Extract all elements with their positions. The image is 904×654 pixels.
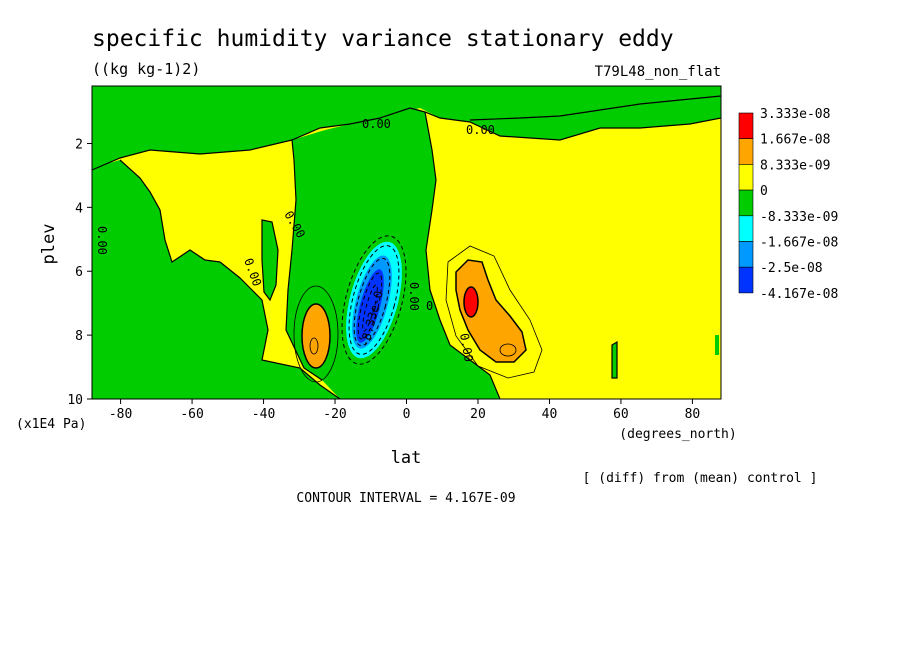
orange-blob-north xyxy=(455,259,527,363)
green-spot-far-east xyxy=(715,335,719,355)
plot-area: 0.00 0.00 0.00 0.00 0.00 0.00 0.00 0 -8.… xyxy=(92,86,721,399)
y-tick-label: 8 xyxy=(75,329,83,344)
run-label: T79L48_non_flat xyxy=(595,64,721,80)
colorbar-swatch xyxy=(738,241,754,268)
x-tick-label: -60 xyxy=(180,407,203,422)
x-tick-label: -80 xyxy=(109,407,132,422)
y-tick-label: 6 xyxy=(75,265,83,280)
y-axis-units: (x1E4 Pa) xyxy=(16,417,86,432)
colorbar-label: -2.5e-08 xyxy=(760,261,823,276)
y-tick-label: 2 xyxy=(75,137,83,152)
colorbar-swatch xyxy=(738,112,754,140)
colorbar-label: 1.667e-08 xyxy=(760,133,830,148)
x-tick-label: 60 xyxy=(613,407,629,422)
contour-label: 0.00 xyxy=(466,123,495,137)
colorbar-swatch xyxy=(738,189,754,217)
green-spot-east xyxy=(612,342,617,378)
x-tick-label: 20 xyxy=(470,407,486,422)
contour-label: 0.00 xyxy=(362,117,391,131)
x-tick-label: 80 xyxy=(685,407,701,422)
green-region-north-patch xyxy=(470,96,721,140)
colorbar-label: -1.667e-08 xyxy=(760,236,838,251)
colorbar: 3.333e-08 1.667e-08 8.333e-09 0 -8.333e-09 -1… xyxy=(738,107,838,302)
colorbar-swatch xyxy=(738,164,754,191)
colorbar-label: 0 xyxy=(760,184,768,199)
contour-label: 0.00 xyxy=(95,226,109,255)
x-tick-label: 40 xyxy=(542,407,558,422)
green-region-top xyxy=(92,86,721,170)
colorbar-swatch xyxy=(738,215,754,242)
green-region-left-tongue xyxy=(262,220,278,300)
y-axis-ticks: 2 4 6 8 10 xyxy=(67,137,92,408)
chart-title: specific humidity variance stationary ed… xyxy=(92,26,674,52)
y-tick-label: 4 xyxy=(75,201,83,216)
red-core-north xyxy=(463,286,479,318)
x-axis-label: lat xyxy=(391,448,422,468)
footnote: [ (diff) from (mean) control ] xyxy=(583,471,818,486)
orange-blob-south xyxy=(301,303,331,369)
colorbar-label: -8.333e-09 xyxy=(760,210,838,225)
x-axis-units: (degrees_north) xyxy=(619,427,736,442)
contour-label: 0 xyxy=(426,299,433,313)
x-axis-ticks: -80 -60 -40 -20 0 20 40 60 80 xyxy=(109,399,700,422)
x-tick-label: -20 xyxy=(323,407,346,422)
colorbar-label: 8.333e-09 xyxy=(760,158,830,173)
colorbar-swatch xyxy=(738,138,754,165)
contour-label: 0.00 xyxy=(457,332,476,363)
y-axis-label: plev xyxy=(39,224,59,265)
y-tick-label: 10 xyxy=(67,393,83,408)
colorbar-swatch xyxy=(738,266,754,294)
chart-units: ((kg kg-1)2) xyxy=(92,60,200,78)
x-tick-label: -40 xyxy=(252,407,275,422)
contour-label: 0.00 xyxy=(407,282,421,311)
zero-contours xyxy=(92,95,721,399)
green-region-south xyxy=(92,160,340,399)
x-tick-label: 0 xyxy=(403,407,411,422)
negative-contours xyxy=(341,235,407,365)
colorbar-label: -4.167e-08 xyxy=(760,287,838,302)
contour-interval: CONTOUR INTERVAL = 4.167E-09 xyxy=(296,491,515,506)
colorbar-label: 3.333e-08 xyxy=(760,107,830,122)
